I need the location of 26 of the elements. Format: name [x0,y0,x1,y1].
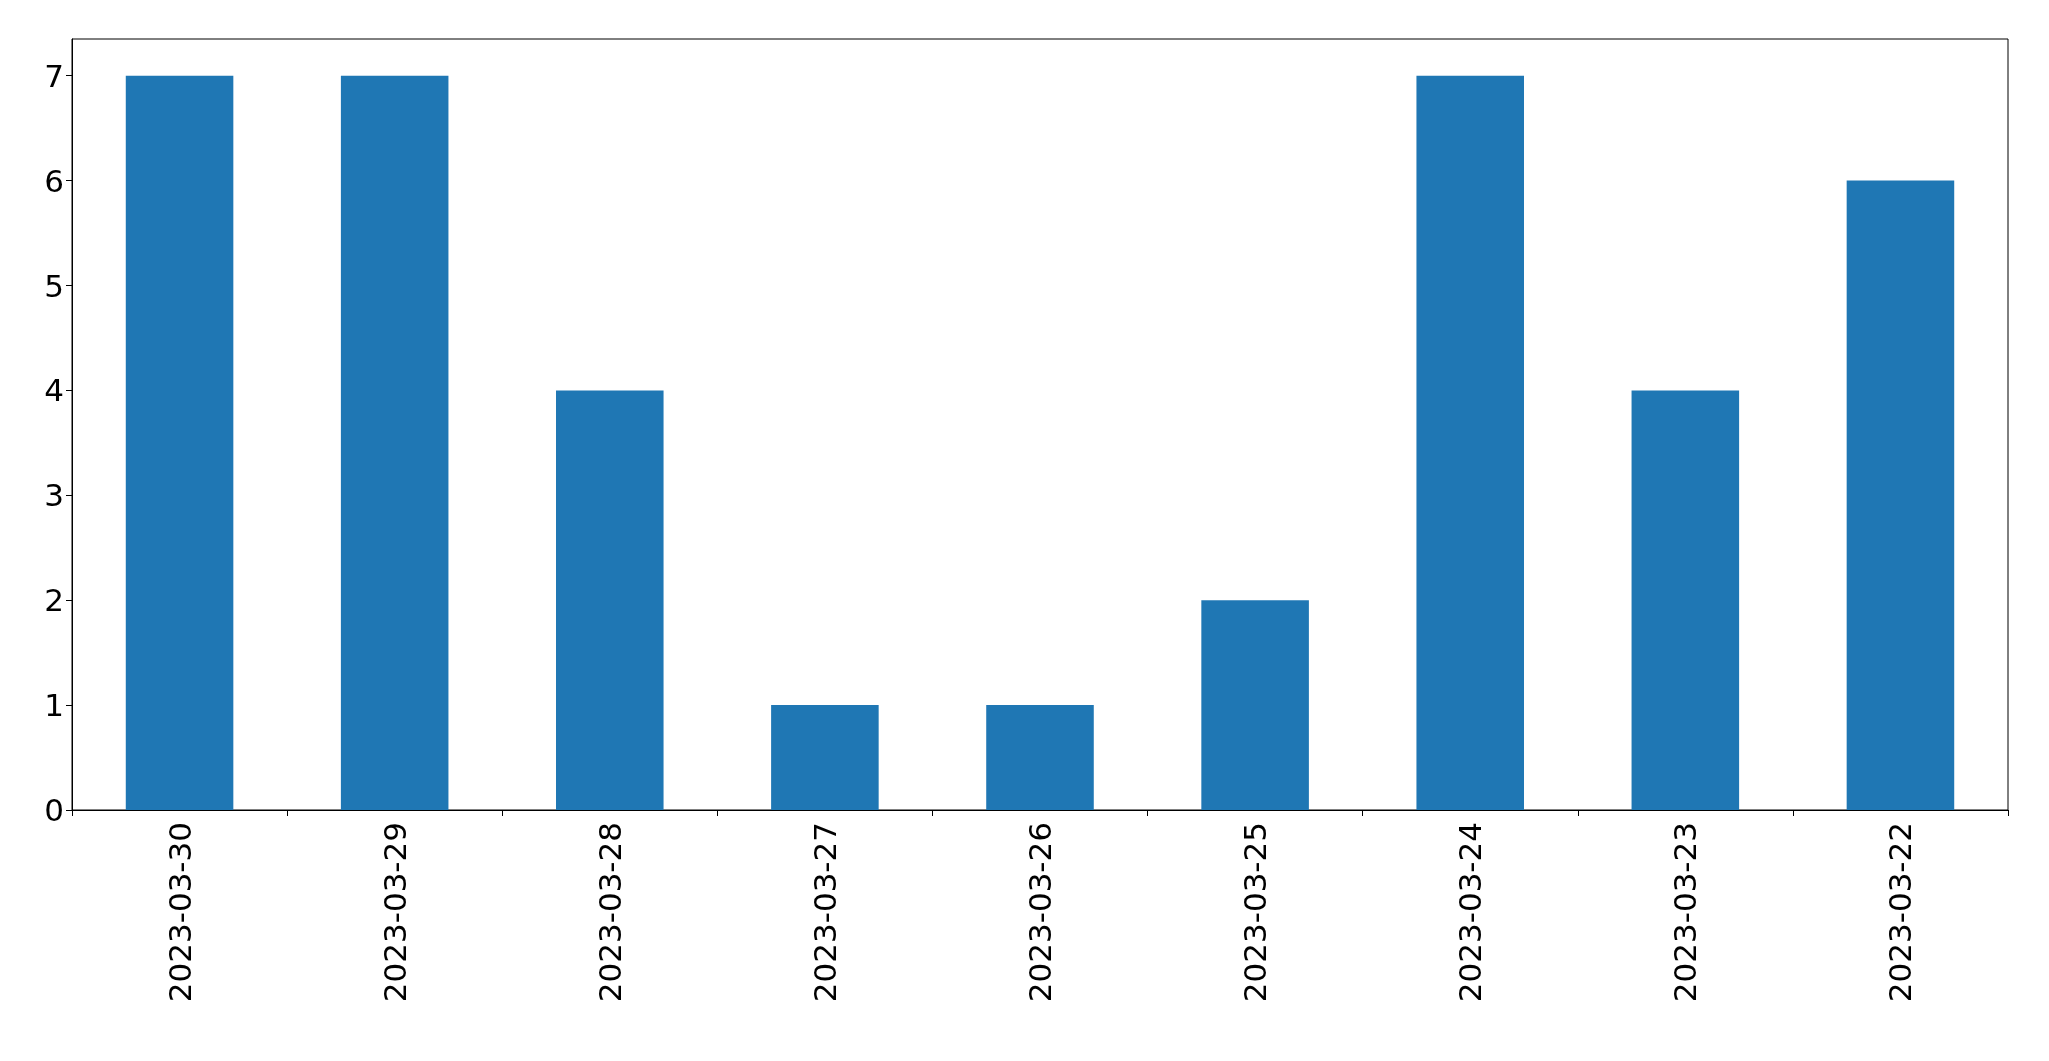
x-tick-label: 2023-03-26 [1022,822,1058,1003]
x-tick-label: 2023-03-29 [376,822,413,1003]
y-tick-label: 5 [44,267,64,304]
y-tick-label: 6 [44,162,64,199]
x-tick-label: 2023-03-28 [591,822,628,1003]
y-tick-label: 2 [44,582,64,619]
bar [986,705,1094,810]
x-tick-label: 2023-03-30 [161,822,198,1003]
y-tick-label: 4 [44,372,64,409]
x-tick-label: 2023-03-22 [1882,822,1919,1003]
bar [125,75,234,810]
bar [556,390,664,810]
x-tick-label: 2023-03-27 [806,822,843,1003]
bar [1201,600,1309,810]
x-tick-label: 2023-03-23 [1667,822,1704,1003]
x-tick-label: 2023-03-25 [1237,822,1274,1003]
bar [1846,180,1955,810]
y-tick-label: 1 [44,687,64,724]
y-tick-label: 3 [44,477,64,514]
y-tick-label: 0 [44,792,64,828]
bar [340,75,449,810]
bar [771,705,879,810]
bar [1416,75,1524,810]
x-tick-label: 2023-03-24 [1452,822,1489,1003]
y-tick-label: 7 [44,57,64,94]
bar [1631,390,1740,810]
